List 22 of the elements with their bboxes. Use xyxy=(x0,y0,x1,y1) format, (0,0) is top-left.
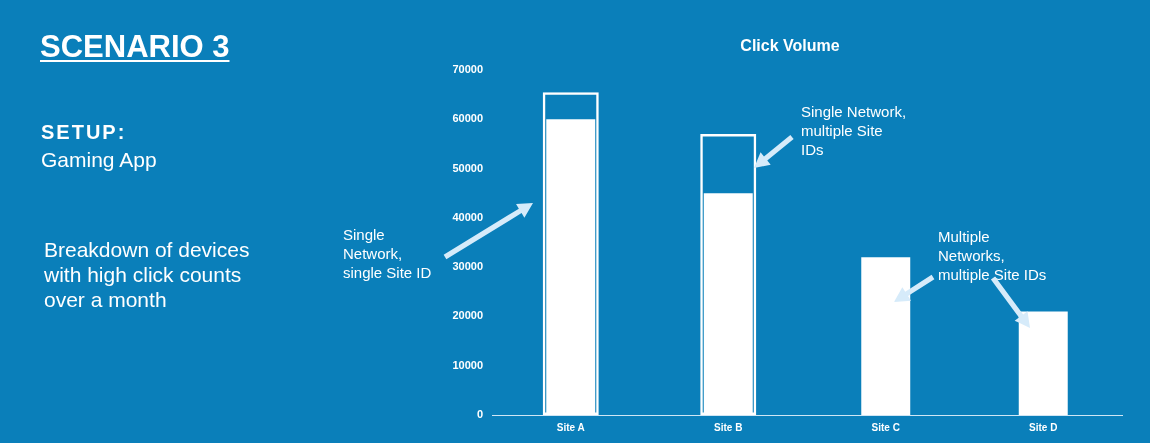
text: Single Network, single Site ID xyxy=(343,225,432,282)
annotation: Multiple Networks, multiple Site IDs xyxy=(938,227,1047,284)
y-tick-label: 50000 xyxy=(452,161,483,174)
y-tick-label: 20000 xyxy=(452,309,483,322)
y-tick-label: 0 xyxy=(476,408,483,421)
y-tick-label: 30000 xyxy=(452,260,483,273)
text: Gaming App xyxy=(41,148,157,171)
text: SCENARIO 3 xyxy=(40,29,230,64)
y-tick-label: 70000 xyxy=(452,63,483,76)
x-tick-label: Site B xyxy=(714,421,743,433)
text: Breakdown of devices with high click counts over a month xyxy=(44,237,251,312)
y-tick-label: 40000 xyxy=(452,210,483,223)
x-tick-label: Site D xyxy=(1029,421,1058,433)
text: SETUP: xyxy=(41,121,127,143)
bar xyxy=(1018,311,1068,415)
y-tick-label: 10000 xyxy=(452,358,483,371)
y-tick-label: 60000 xyxy=(452,112,483,125)
annotation: Single Network, multiple Site IDs xyxy=(801,102,907,159)
x-tick-label: Site A xyxy=(556,421,585,433)
chart-title: Click Volume xyxy=(740,37,840,54)
x-tick-label: Site C xyxy=(871,421,900,433)
bar xyxy=(861,257,911,415)
